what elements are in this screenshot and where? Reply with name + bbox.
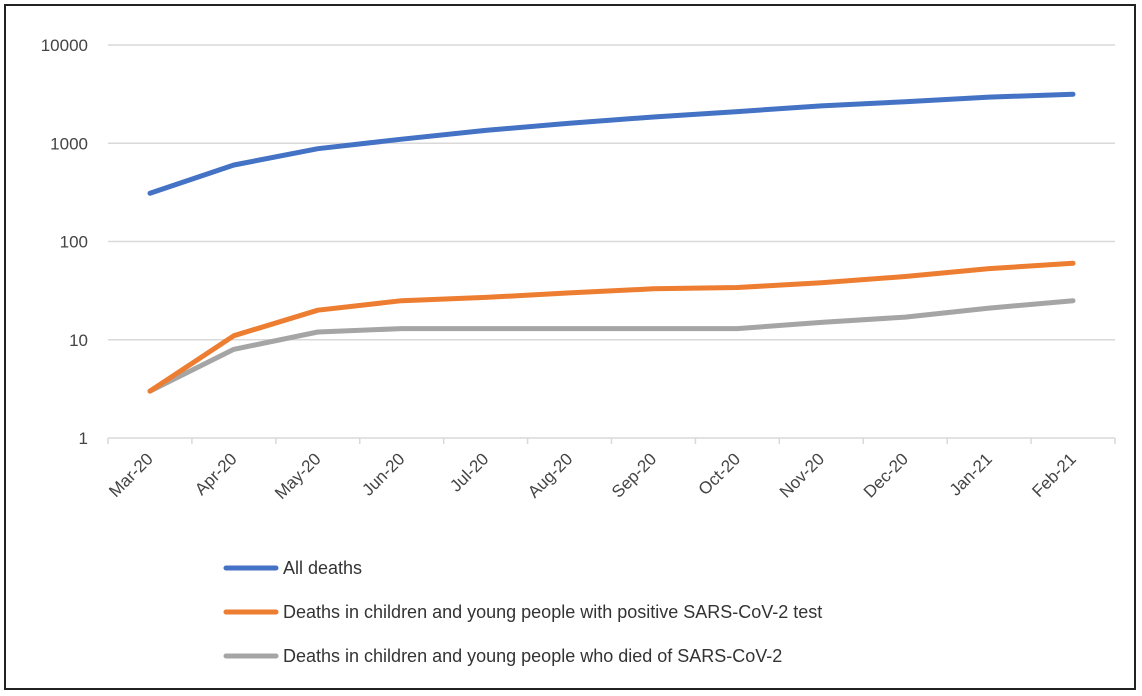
x-tick-label: Mar-20 bbox=[105, 449, 157, 501]
series-line-1 bbox=[147, 260, 1076, 394]
legend-label-2: Deaths in children and young people who … bbox=[283, 646, 782, 666]
x-tick-label: Sep-20 bbox=[608, 449, 660, 501]
x-tick-label: Nov-20 bbox=[776, 449, 828, 501]
x-tick-label: May-20 bbox=[271, 449, 325, 503]
legend-label-0: All deaths bbox=[283, 558, 362, 578]
y-tick-label: 10000 bbox=[41, 36, 88, 55]
y-tick-label: 100 bbox=[60, 233, 88, 252]
x-tick-label: Apr-20 bbox=[191, 449, 241, 499]
legend: All deaths Deaths in children and young p… bbox=[223, 558, 822, 666]
gridlines bbox=[108, 44, 1115, 439]
y-tick-label: 10 bbox=[69, 331, 88, 350]
y-tick-label: 1000 bbox=[50, 134, 88, 153]
x-tick-label: Aug-20 bbox=[524, 449, 576, 501]
legend-label-1: Deaths in children and young people with… bbox=[283, 602, 822, 622]
x-tick-label: Oct-20 bbox=[695, 449, 745, 499]
x-axis-ticks: Mar-20 Apr-20 May-20 Jun-20 Jul-20 Aug-20 Sep-… bbox=[105, 438, 1116, 503]
x-tick-label: Jun-20 bbox=[358, 449, 408, 499]
series-line-0 bbox=[147, 91, 1076, 196]
x-tick-label: Jan-21 bbox=[946, 449, 996, 499]
series-lines bbox=[147, 91, 1076, 394]
x-tick-label: Feb-21 bbox=[1028, 449, 1080, 501]
y-axis-ticks: 1 10 100 1000 10000 bbox=[41, 36, 88, 448]
x-tick-label: Jul-20 bbox=[446, 449, 492, 495]
x-tick-label: Dec-20 bbox=[860, 449, 912, 501]
y-tick-label: 1 bbox=[79, 429, 88, 448]
chart-frame bbox=[4, 4, 1136, 690]
series-line-2 bbox=[147, 298, 1076, 394]
